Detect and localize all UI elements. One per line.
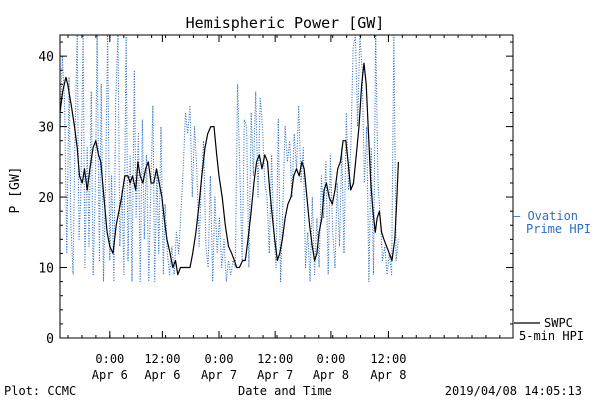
y-tick-label: 10	[38, 262, 54, 277]
legend-ovation-label-2: Prime HPI	[526, 222, 591, 236]
x-tick-label-time: 12:00	[144, 352, 180, 366]
x-tick-label-date: Apr 7	[201, 368, 237, 382]
chart-title: Hemispheric Power [GW]	[186, 14, 385, 32]
x-tick-label-time: 12:00	[370, 352, 406, 366]
x-tick-label-date: Apr 6	[144, 368, 180, 382]
y-tick-label: 30	[38, 121, 54, 136]
x-tick-label-date: Apr 6	[92, 368, 128, 382]
series-line-swpc-5-min-hpi	[60, 62, 399, 276]
x-tick-label-time: 0:00	[205, 352, 234, 366]
plot-timestamp: 2019/04/08 14:05:13	[445, 384, 582, 398]
x-tick-label-time: 12:00	[257, 352, 293, 366]
y-tick-label: 0	[46, 332, 54, 347]
plot-area: 0 10 20 30 40 0:00 Apr 6 12:00 Apr 6 0:00 Apr 7 12:…	[38, 34, 514, 382]
y-tick-label: 20	[38, 191, 54, 206]
x-tick-label-date: Apr 8	[313, 368, 349, 382]
x-tick-label-time: 0:00	[316, 352, 345, 366]
x-tick-label-date: Apr 8	[370, 368, 406, 382]
plot-frame	[59, 34, 514, 339]
legend-swpc-label: SWPC	[544, 316, 573, 330]
y-tick-label: 40	[38, 50, 54, 65]
x-tick-label-time: 0:00	[95, 352, 124, 366]
x-axis-label: Date and Time	[238, 384, 332, 398]
legend-swpc-label-2: 5-min HPI	[519, 329, 584, 343]
y-axis-label: P [GW]	[8, 167, 23, 214]
plot-credit: Plot: CCMC	[4, 384, 76, 398]
x-tick-label-date: Apr 7	[257, 368, 293, 382]
legend-ovation-label: — Ovation	[513, 209, 578, 223]
series-line-ovation-prime-hpi	[60, 35, 399, 283]
